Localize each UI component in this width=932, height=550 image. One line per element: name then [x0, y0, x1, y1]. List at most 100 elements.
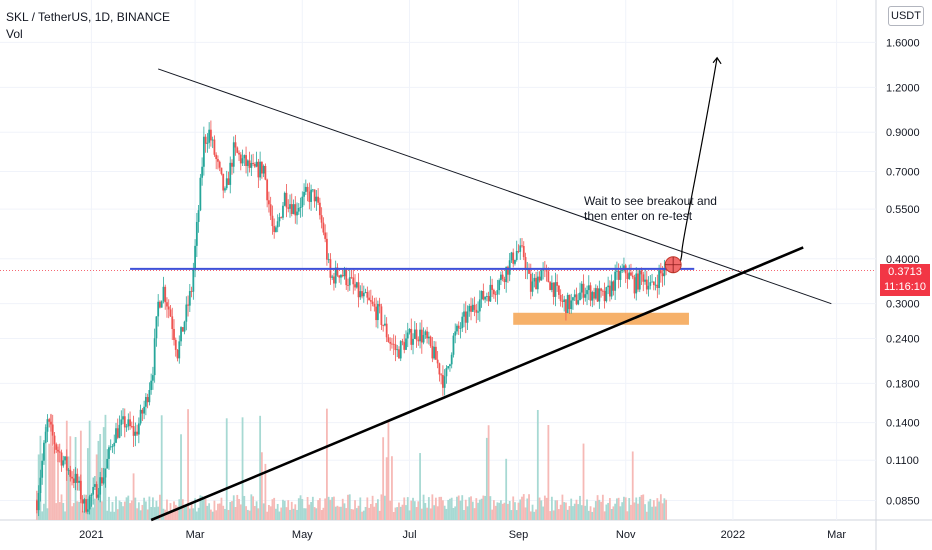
volume-bar: [85, 508, 88, 520]
candle-body: [76, 473, 79, 483]
candle-body: [338, 275, 341, 278]
volume-bar: [440, 496, 443, 520]
candle-body: [533, 277, 536, 282]
volume-bar: [659, 494, 662, 520]
candle-body: [600, 288, 602, 291]
volume-bar: [315, 508, 318, 520]
candle-body: [260, 161, 263, 174]
candle-body: [269, 204, 272, 216]
candle-body: [429, 336, 432, 346]
candle-body: [222, 173, 225, 191]
candle-body: [218, 161, 221, 168]
candle-body: [445, 368, 448, 377]
candle-body: [64, 456, 66, 461]
volume-bar: [201, 496, 204, 520]
drawings-front[interactable]: [130, 56, 832, 522]
currency-badge[interactable]: USDT: [888, 6, 924, 26]
candle-body: [239, 154, 242, 164]
candle-body: [99, 477, 102, 495]
chart-legend: SKL / TetherUS, 1D, BINANCE Vol: [6, 9, 170, 43]
candle-body: [141, 409, 144, 414]
time-tick-label: Sep: [509, 529, 529, 541]
volume-bar: [596, 495, 599, 520]
volume-bar: [213, 500, 216, 520]
candle-body: [36, 500, 38, 511]
candle-body: [577, 300, 580, 305]
candle-body: [259, 161, 262, 178]
volume-bar: [276, 503, 279, 520]
candle-body: [369, 300, 372, 302]
volume-bar: [118, 500, 121, 520]
volume-bar: [594, 501, 597, 520]
candle-body: [459, 327, 462, 329]
candle-body: [345, 269, 348, 286]
candle-body: [399, 341, 402, 359]
candle-body: [159, 301, 161, 308]
volume-bar: [637, 503, 639, 520]
volume-bar: [586, 499, 588, 520]
volume-bar: [260, 452, 263, 520]
volume-bar: [153, 507, 156, 520]
volume-bar: [633, 502, 636, 520]
candle-body: [252, 162, 254, 164]
candle-body: [176, 349, 179, 359]
candle-body: [663, 267, 666, 277]
candle-body: [352, 277, 355, 285]
volume-bar: [287, 500, 290, 520]
candle-body: [568, 294, 571, 310]
volume-bar: [542, 506, 544, 520]
candle-body: [97, 494, 100, 498]
volume-bar: [129, 503, 131, 520]
volume-bar: [311, 496, 314, 520]
candle-body: [86, 509, 89, 512]
volume-bar: [652, 500, 655, 520]
volume-bar: [368, 507, 370, 520]
volume-bar: [593, 507, 595, 520]
volume-bar: [391, 456, 393, 520]
time-tick-label: Jul: [402, 529, 416, 541]
chart-annotation[interactable]: Wait to see breakout and then enter on r…: [584, 194, 717, 224]
volume-bar: [623, 496, 625, 520]
price-tick-label: 0.2400: [886, 333, 920, 345]
volume-bar: [616, 498, 618, 520]
volume-bar: [252, 496, 254, 520]
candle-body: [104, 468, 107, 478]
volume-bar: [665, 499, 668, 520]
volume-bar: [361, 511, 363, 520]
candle-body: [280, 217, 283, 218]
volume-bar: [152, 497, 154, 520]
volume-bar: [90, 497, 93, 520]
volume-bar: [306, 497, 309, 520]
candle-body: [473, 304, 476, 310]
candle-body: [62, 460, 65, 466]
candle-body: [375, 306, 378, 321]
candle-body: [283, 192, 286, 206]
volume-bar: [663, 498, 666, 520]
candle-body: [364, 292, 367, 293]
candle-body: [464, 311, 467, 323]
candle-body: [152, 375, 154, 381]
candle-body: [174, 339, 177, 350]
volume-bar: [617, 497, 620, 520]
annotation-line-2: then enter on re-test: [584, 209, 693, 223]
volume-bar: [558, 509, 560, 520]
price-axis[interactable]: 1.6000 1.2000 0.9000 0.7000 0.5500 0.4000 0.30…: [886, 37, 920, 507]
volume-bar: [146, 509, 149, 520]
bar-countdown: 11:16:10: [883, 281, 926, 293]
volume-bar: [630, 504, 632, 520]
candle-body: [482, 291, 485, 300]
candle-body: [596, 288, 599, 302]
candle-body: [285, 192, 288, 208]
candle-body: [268, 200, 270, 205]
candle-body: [225, 178, 228, 189]
volume-bar: [81, 511, 84, 520]
candle-body: [326, 238, 328, 260]
volume-bar: [485, 437, 488, 520]
candle-body: [43, 442, 45, 461]
candle-body: [57, 449, 59, 452]
volume-bar: [269, 506, 272, 520]
volume-bar: [413, 501, 416, 520]
candle-body: [166, 302, 168, 307]
time-axis[interactable]: 2021 Mar May Jul Sep Nov 2022 Mar: [79, 529, 846, 541]
